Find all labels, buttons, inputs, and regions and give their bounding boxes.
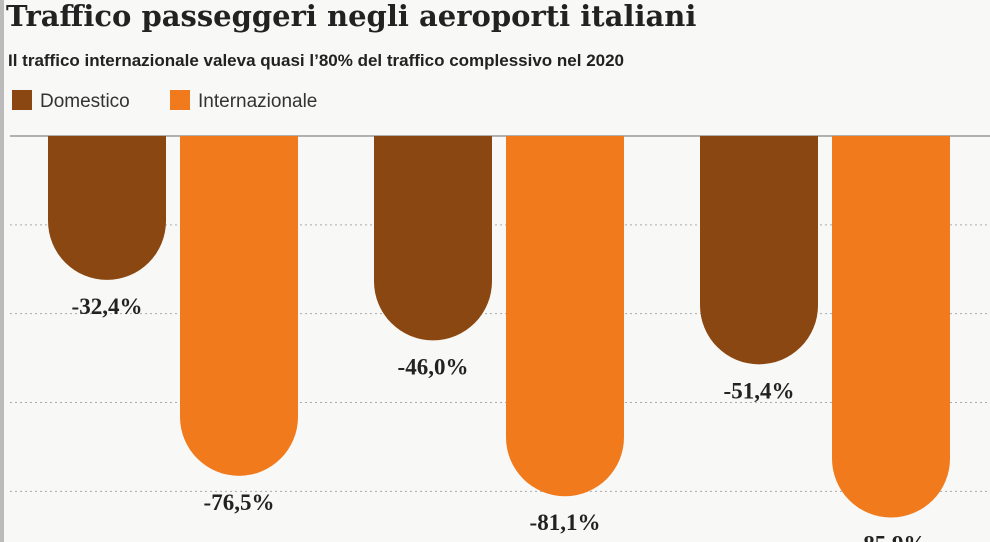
value-label: -32,4% — [72, 294, 143, 319]
value-label: -85,9% — [856, 532, 927, 542]
value-label: -81,1% — [530, 510, 601, 535]
left-edge — [0, 0, 4, 542]
bar — [48, 136, 166, 280]
legend-label: Internazionale — [198, 91, 317, 112]
legend-swatch — [170, 90, 190, 110]
value-label: -46,0% — [398, 354, 469, 379]
legend-swatch — [12, 90, 32, 110]
bar — [832, 136, 950, 518]
bar — [374, 136, 493, 341]
value-label: -51,4% — [724, 378, 795, 403]
bar — [180, 136, 298, 476]
bar — [700, 136, 818, 365]
value-label: -76,5% — [204, 490, 275, 515]
legend-label: Domestico — [40, 91, 130, 112]
chart-title: Traffico passeggeri negli aeroporti ital… — [6, 0, 696, 33]
bar — [506, 136, 624, 497]
chart-subtitle: Il traffico internazionale valeva quasi … — [8, 51, 624, 70]
